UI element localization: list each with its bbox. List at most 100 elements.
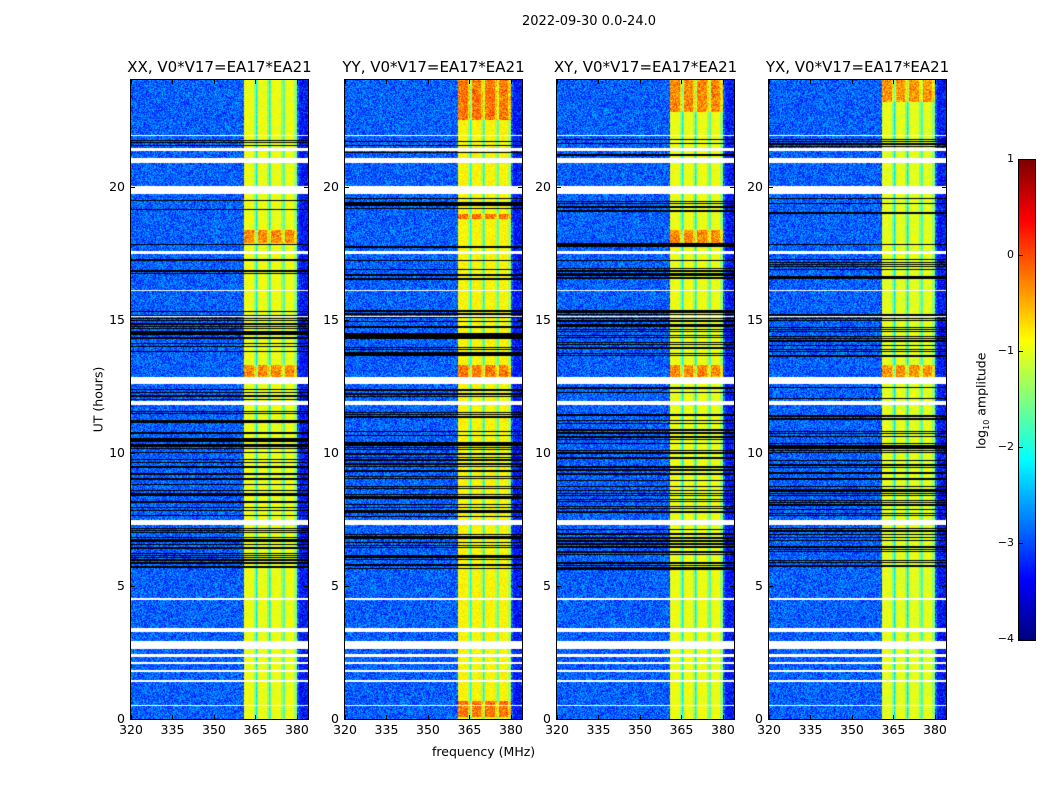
- y-tick-mark: [345, 585, 349, 587]
- y-tick-mark: [131, 452, 135, 454]
- x-tick-mark: [172, 80, 174, 84]
- y-tick-mark: [518, 319, 522, 321]
- x-tick-mark: [469, 80, 471, 84]
- x-tick-label: 380: [499, 722, 523, 737]
- y-tick-mark: [131, 319, 135, 321]
- x-tick-label: 335: [160, 722, 185, 737]
- heatmap-image: [345, 80, 522, 719]
- x-tick-mark: [893, 715, 895, 719]
- y-tick-mark: [131, 719, 135, 720]
- y-tick-label: 0: [543, 711, 551, 726]
- x-tick-mark: [934, 80, 936, 84]
- x-tick-label: 365: [457, 722, 482, 737]
- colorbar-label-log: log: [973, 429, 989, 449]
- spectrogram-panel: [344, 79, 523, 720]
- x-tick-mark: [639, 715, 641, 719]
- y-tick-label: 15: [109, 311, 125, 327]
- spectrogram-panel: [130, 79, 309, 720]
- y-tick-mark: [557, 585, 561, 587]
- y-tick-mark: [730, 186, 734, 188]
- x-tick-mark: [893, 80, 895, 84]
- y-tick-label: 10: [109, 444, 125, 460]
- y-tick-mark: [557, 452, 561, 454]
- panel-title: YY, V0*V17=EA17*EA21: [342, 58, 525, 76]
- x-tick-mark: [934, 715, 936, 719]
- figure-title: 2022-09-30 0.0-24.0: [522, 14, 656, 29]
- y-tick-mark: [557, 319, 561, 321]
- x-tick-label: 365: [243, 722, 268, 737]
- y-tick-mark: [345, 452, 349, 454]
- y-tick-mark: [345, 186, 349, 188]
- x-tick-mark: [510, 715, 512, 719]
- x-tick-label: 350: [628, 722, 652, 737]
- colorbar-tick-mark: [1019, 351, 1023, 352]
- colorbar-tick-label: −3: [997, 536, 1014, 549]
- heatmap-image: [557, 80, 734, 719]
- x-tick-mark: [639, 80, 641, 84]
- y-tick-label: 5: [543, 577, 551, 593]
- y-tick-mark: [304, 319, 308, 321]
- y-tick-mark: [304, 585, 308, 587]
- x-tick-mark: [810, 80, 812, 84]
- x-tick-mark: [851, 715, 853, 719]
- x-tick-mark: [427, 715, 429, 719]
- x-tick-mark: [386, 80, 388, 84]
- spectrogram-panel: [768, 79, 947, 720]
- y-tick-label: 20: [109, 178, 125, 194]
- colorbar-tick-mark: [1019, 447, 1023, 448]
- y-tick-mark: [942, 186, 946, 188]
- x-tick-mark: [851, 80, 853, 84]
- y-tick-mark: [730, 319, 734, 321]
- heatmap-image: [131, 80, 308, 719]
- y-tick-mark: [304, 186, 308, 188]
- x-axis-label: frequency (MHz): [432, 744, 536, 759]
- x-tick-mark: [598, 715, 600, 719]
- colorbar-tick-label: 1: [1007, 152, 1014, 165]
- y-tick-mark: [769, 452, 773, 454]
- y-tick-label: 5: [755, 577, 763, 593]
- y-tick-label: 5: [117, 577, 125, 593]
- y-tick-mark: [769, 186, 773, 188]
- x-tick-label: 320: [119, 722, 143, 737]
- panel-title: XX, V0*V17=EA17*EA21: [127, 58, 312, 76]
- x-tick-mark: [722, 715, 724, 719]
- y-tick-mark: [769, 585, 773, 587]
- x-tick-mark: [255, 715, 257, 719]
- x-tick-mark: [769, 715, 770, 719]
- x-tick-mark: [345, 715, 346, 719]
- x-tick-mark: [722, 80, 724, 84]
- x-tick-label: 320: [545, 722, 569, 737]
- colorbar-tick-label: −2: [997, 440, 1014, 453]
- y-tick-mark: [131, 585, 135, 587]
- y-tick-mark: [131, 186, 135, 188]
- x-tick-mark: [386, 715, 388, 719]
- x-tick-mark: [213, 80, 215, 84]
- x-tick-label: 380: [285, 722, 309, 737]
- y-tick-mark: [345, 319, 349, 321]
- x-tick-mark: [345, 80, 346, 84]
- x-tick-mark: [255, 80, 257, 84]
- colorbar-gradient: [1019, 160, 1035, 640]
- y-tick-mark: [518, 452, 522, 454]
- y-tick-mark: [769, 719, 773, 720]
- colorbar-label-suffix: amplitude: [973, 352, 989, 420]
- y-tick-mark: [942, 452, 946, 454]
- y-tick-label: 10: [535, 444, 551, 460]
- x-tick-label: 380: [711, 722, 735, 737]
- y-tick-mark: [730, 719, 734, 720]
- y-tick-label: 15: [535, 311, 551, 327]
- colorbar-tick-mark: [1019, 639, 1023, 640]
- x-tick-mark: [510, 80, 512, 84]
- y-tick-mark: [769, 319, 773, 321]
- x-tick-mark: [810, 715, 812, 719]
- y-tick-mark: [730, 585, 734, 587]
- y-tick-label: 10: [747, 444, 763, 460]
- x-tick-label: 350: [202, 722, 226, 737]
- x-tick-mark: [681, 715, 683, 719]
- colorbar-tick-mark: [1019, 255, 1023, 256]
- y-tick-label: 10: [323, 444, 339, 460]
- y-tick-mark: [518, 719, 522, 720]
- colorbar-tick-mark: [1019, 543, 1023, 544]
- x-tick-mark: [557, 715, 558, 719]
- colorbar-tick-label: −1: [997, 344, 1014, 357]
